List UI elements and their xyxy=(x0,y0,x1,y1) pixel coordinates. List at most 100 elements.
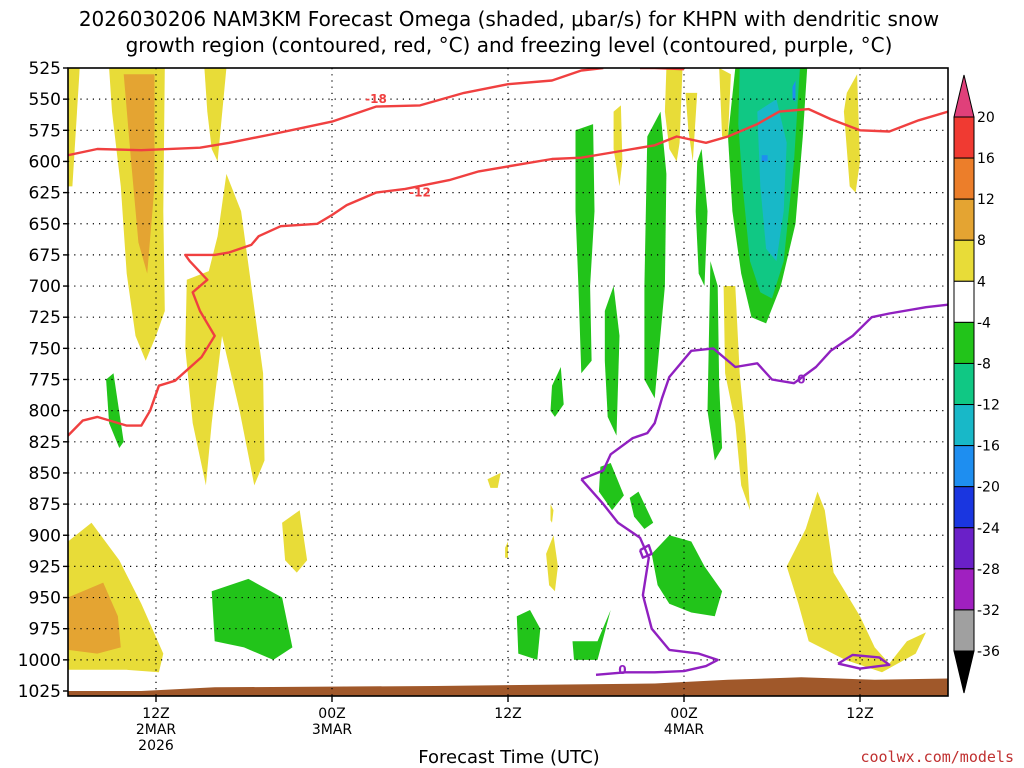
omega-region-31 xyxy=(516,610,541,660)
contour-line-6 xyxy=(638,544,653,559)
omega-region-10 xyxy=(550,504,554,523)
omega-region-35 xyxy=(757,99,787,262)
terrain-layer xyxy=(68,677,948,696)
omega-region-21 xyxy=(211,578,293,660)
y-tick-label-1000: 1000 xyxy=(18,651,61,671)
colorbar-label-12: -32 xyxy=(977,603,1000,619)
colorbar-bin-7 xyxy=(953,362,975,406)
colorbar-bin-2 xyxy=(953,157,975,200)
y-tick-label-800: 800 xyxy=(29,402,61,422)
x-axis-label: Forecast Time (UTC) xyxy=(418,747,599,768)
omega-region-12 xyxy=(613,105,623,187)
colorbar-bin-11 xyxy=(953,527,975,570)
y-tick-label-525: 525 xyxy=(29,59,61,79)
x-tick-label-6-2: 2026 xyxy=(138,738,174,754)
y-tick-label-625: 625 xyxy=(29,184,61,204)
omega-region-7 xyxy=(68,582,121,654)
omega-region-26 xyxy=(695,149,708,286)
y-tick-label-900: 900 xyxy=(29,526,61,546)
contour-label-5: 0 xyxy=(618,663,626,677)
colorbar-label-11: -28 xyxy=(977,562,1000,578)
omega-region-32 xyxy=(651,535,723,617)
y-tick-label-600: 600 xyxy=(29,152,61,172)
colorbar-label-2: 12 xyxy=(977,192,995,208)
omega-region-28 xyxy=(598,463,624,511)
y-tick-label-700: 700 xyxy=(29,277,61,297)
x-tick-label-42-0: 00Z xyxy=(670,706,697,722)
omega-region-9 xyxy=(505,541,508,558)
colorbar-top-arrow xyxy=(953,74,975,118)
y-tick-label-875: 875 xyxy=(29,495,61,515)
colorbar-bin-10 xyxy=(953,486,975,529)
colorbar-label-13: -36 xyxy=(977,644,1000,660)
omega-region-23 xyxy=(550,367,564,417)
omega-region-27 xyxy=(707,261,723,461)
colorbar-bin-3 xyxy=(953,198,975,241)
colorbar-label-10: -24 xyxy=(977,521,1000,537)
contour-line-2 xyxy=(68,107,948,437)
y-tick-label-750: 750 xyxy=(29,339,61,359)
credit-text: coolwx.com/models xyxy=(860,748,1014,766)
plot-area xyxy=(68,68,948,696)
colorbar-label-4: 4 xyxy=(977,274,986,290)
colorbar-bin-12 xyxy=(953,568,975,611)
omega-region-8 xyxy=(487,472,501,488)
y-tick-label-1025: 1025 xyxy=(18,682,61,702)
omega-region-37 xyxy=(761,155,768,162)
colorbar-label-0: 20 xyxy=(977,110,995,126)
contour-line-7 xyxy=(837,653,891,670)
contour-line-3 xyxy=(580,303,948,481)
omega-region-2 xyxy=(123,74,155,274)
y-tick-label-675: 675 xyxy=(29,246,61,266)
omega-region-25 xyxy=(644,111,667,399)
omega-region-14 xyxy=(685,92,698,162)
terrain-fill xyxy=(68,677,948,696)
colorbar-label-7: -12 xyxy=(977,398,1000,414)
y-tick-label-550: 550 xyxy=(29,90,61,110)
omega-region-0 xyxy=(68,68,80,187)
y-tick-label-725: 725 xyxy=(29,308,61,328)
x-tick-label-6-1: 2MAR xyxy=(136,722,177,738)
y-axis: 525 550 575 600 625 650 675 700 725 750 775 800 825 8… xyxy=(18,59,68,702)
omega-region-30 xyxy=(572,610,611,660)
colorbar-label-1: 16 xyxy=(977,151,995,167)
y-tick-label-850: 850 xyxy=(29,464,61,484)
omega-region-15 xyxy=(719,68,731,137)
y-tick-label-650: 650 xyxy=(29,215,61,235)
omega-region-24 xyxy=(604,286,620,436)
contour-label-3: 0 xyxy=(797,373,805,387)
omega-region-5 xyxy=(282,510,308,573)
contour-label-2: -12 xyxy=(409,186,431,200)
colorbar-bin-1 xyxy=(953,116,975,159)
y-tick-label-775: 775 xyxy=(29,371,61,391)
omega-region-20 xyxy=(106,373,124,448)
omega-region-13 xyxy=(664,68,683,162)
omega-region-29 xyxy=(629,491,654,529)
omega-region-18 xyxy=(723,286,750,511)
chart-title-line2: growth region (contoured, red, °C) and f… xyxy=(126,33,893,57)
colorbar-label-9: -20 xyxy=(977,480,1000,496)
y-tick-label-925: 925 xyxy=(29,557,61,577)
y-tick-label-975: 975 xyxy=(29,620,61,640)
omega-region-4 xyxy=(185,173,265,486)
colorbar-bin-9 xyxy=(953,445,975,488)
x-tick-label-54-0: 12Z xyxy=(846,706,873,722)
contour-label-0: -18 xyxy=(365,92,387,106)
colorbar-bottom-arrow xyxy=(953,650,975,694)
omega-region-17 xyxy=(843,74,860,193)
colorbar-bin-13 xyxy=(953,609,975,652)
omega-region-3 xyxy=(204,68,227,162)
x-tick-label-6-0: 12Z xyxy=(142,706,169,722)
chart-title-line1: 2026030206 NAM3KM Forecast Omega (shaded… xyxy=(79,7,939,31)
colorbar-label-8: -16 xyxy=(977,439,1000,455)
x-tick-label-42-1: 4MAR xyxy=(664,722,705,738)
colorbar-label-5: -4 xyxy=(977,315,991,331)
colorbar-bin-6 xyxy=(953,321,975,364)
y-tick-label-950: 950 xyxy=(29,589,61,609)
colorbar-bin-8 xyxy=(953,404,975,447)
x-tick-label-18-1: 3MAR xyxy=(312,722,353,738)
x-tick-label-30-0: 12Z xyxy=(494,706,521,722)
y-tick-label-825: 825 xyxy=(29,433,61,453)
